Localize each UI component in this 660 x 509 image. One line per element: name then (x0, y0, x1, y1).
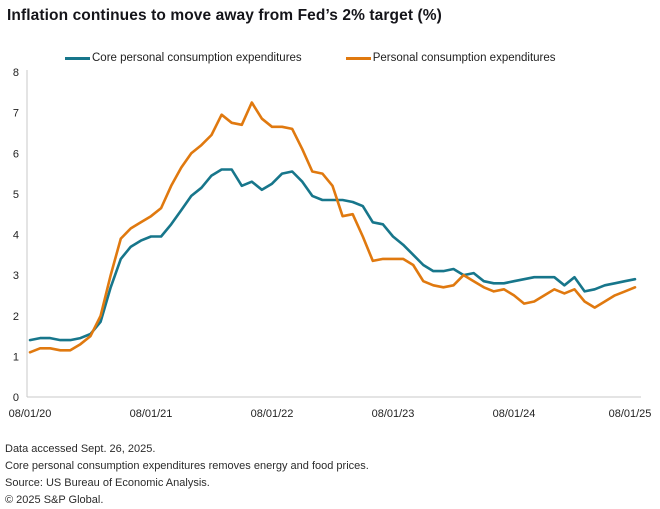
y-axis-tick-label: 0 (13, 392, 19, 404)
y-axis-tick-label: 2 (13, 311, 19, 323)
inflation-line-chart: 0 1 2 3 4 5 6 7 8 08/01/20 08/01/21 08/01/22 08/01/2… (9, 67, 652, 420)
footnote-core-definition: Core personal consumption expenditures r… (5, 460, 369, 472)
legend-item-core-pce: Core personal consumption expenditures (65, 52, 302, 64)
y-axis-tick-label: 7 (13, 108, 19, 120)
x-axis-tick-label: 08/01/22 (251, 408, 294, 420)
y-axis-tick-label: 4 (13, 230, 19, 242)
footnote-data-accessed: Data accessed Sept. 26, 2025. (5, 443, 156, 455)
chart-legend: Core personal consumption expenditures P… (65, 52, 556, 64)
legend-label-pce: Personal consumption expenditures (372, 52, 556, 64)
y-axis-tick-label: 8 (13, 67, 19, 79)
x-axis-tick-label: 08/01/21 (130, 408, 173, 420)
legend-label-core-pce: Core personal consumption expenditures (92, 52, 302, 64)
footnote-copyright: © 2025 S&P Global. (5, 494, 104, 506)
core-pce-line-swatch-icon (65, 56, 90, 60)
pce-line-swatch-icon (345, 56, 371, 60)
x-axis-tick-label: 08/01/20 (9, 408, 52, 420)
chart-footnotes: Data accessed Sept. 26, 2025. Core perso… (5, 441, 369, 509)
x-axis-tick-label: 08/01/24 (493, 408, 536, 420)
legend-item-pce: Personal consumption expenditures (345, 52, 556, 64)
x-axis-tick-label: 08/01/23 (372, 408, 415, 420)
chart-title: Inflation continues to move away from Fe… (7, 7, 442, 24)
y-axis-tick-label: 3 (13, 270, 19, 282)
footnote-source: Source: US Bureau of Economic Analysis. (5, 477, 210, 489)
y-axis-tick-label: 6 (13, 148, 19, 160)
x-axis-tick-label: 08/01/25 (609, 408, 652, 420)
pce-line (28, 101, 637, 354)
core-pce-line (28, 168, 637, 342)
y-axis-tick-label: 1 (13, 351, 19, 363)
y-axis-tick-label: 5 (13, 189, 19, 201)
